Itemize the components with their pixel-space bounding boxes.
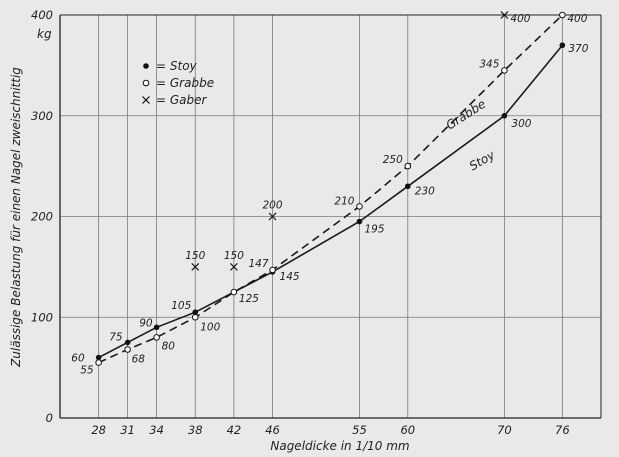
x-tick-label: 60	[400, 423, 415, 437]
labels: 60 75 90 105 125 145 195 230 300 370 55 68 80 100 147 2…	[71, 13, 588, 377]
data-label-stoy: 230	[415, 185, 435, 197]
x-tick-label: 55	[352, 423, 367, 437]
legend-label-grabbe: = Grabbe	[156, 76, 214, 90]
data-label-stoy: 75	[109, 331, 123, 343]
data-label-stoy: 105	[171, 300, 191, 312]
legend-marker-grabbe	[142, 79, 150, 87]
data-label-gaber: 150	[185, 250, 205, 262]
point-stoy	[404, 183, 411, 190]
point-grabbe	[191, 313, 199, 321]
data-label-gaber: 400	[510, 13, 530, 25]
series-line-stoy	[98, 44, 564, 359]
point-gaber	[500, 11, 509, 19]
point-grabbe	[559, 11, 566, 19]
legend-marker-gaber	[142, 96, 150, 104]
legend-label-stoy: = Stoy	[156, 59, 198, 73]
point-stoy	[192, 309, 199, 316]
data-label-stoy: 300	[511, 118, 531, 130]
data-label-stoy: 370	[568, 43, 588, 55]
point-grabbe	[95, 359, 102, 366]
data-label-stoy: 60	[71, 353, 85, 365]
data-label-gaber: 150	[224, 250, 244, 262]
series	[98, 14, 564, 364]
point-grabbe	[356, 203, 363, 210]
point-stoy	[559, 42, 566, 49]
y-tick-label: 300	[31, 109, 53, 123]
data-label-gaber: 200	[263, 200, 283, 212]
cross-stroke	[500, 11, 509, 19]
point-grabbe	[269, 266, 276, 274]
x-tick-label: 46	[265, 423, 280, 437]
point-stoy	[124, 339, 131, 346]
y-tick-label: 200	[31, 210, 53, 224]
series-line-grabbe	[98, 14, 563, 364]
data-label-stoy: 125	[239, 293, 259, 305]
data-label-grabbe: 68	[132, 353, 146, 365]
data-label-stoy: 195	[364, 224, 384, 236]
point-gaber	[229, 262, 238, 271]
x-tick-label: 38	[188, 423, 203, 437]
x-tick-label: 76	[555, 423, 570, 437]
cross-stroke	[142, 96, 150, 104]
cross-stroke	[191, 262, 200, 271]
data-label-grabbe: 250	[383, 154, 403, 166]
data-label-stoy: 145	[280, 271, 300, 283]
data-label-grabbe: 147	[248, 258, 268, 270]
x-tick-label: 34	[149, 423, 164, 437]
y-tick-label: 100	[31, 310, 53, 324]
data-label-grabbe: 400	[567, 13, 587, 25]
point-grabbe	[501, 67, 508, 74]
point-grabbe	[153, 334, 160, 341]
x-tick-label: 42	[227, 423, 242, 437]
point-stoy	[153, 324, 160, 331]
curve-label-stoy: Stoy	[467, 147, 498, 173]
x-tick-label: 70	[497, 423, 512, 437]
points	[95, 11, 566, 366]
cross-stroke	[229, 262, 238, 271]
legend: = Stoy = Grabbe = Gaber	[156, 59, 214, 107]
point-stoy	[356, 218, 363, 225]
curve-label-grabbe: Grabbe	[443, 97, 488, 133]
point-stoy	[95, 354, 102, 361]
legend-label-gaber: = Gaber	[156, 93, 208, 107]
data-label-grabbe: 100	[200, 321, 220, 333]
data-label-grabbe: 80	[162, 340, 176, 352]
point-grabbe	[124, 346, 131, 353]
data-label-grabbe: 345	[479, 58, 499, 70]
x-tick-label: 31	[120, 423, 135, 437]
cross-stroke	[268, 212, 277, 221]
point-gaber	[191, 262, 200, 271]
data-label-grabbe: 55	[80, 365, 94, 377]
data-label-stoy: 90	[139, 317, 153, 329]
legend-marker-stoy	[143, 63, 149, 69]
y-unit-label: kg	[37, 27, 52, 41]
point-grabbe	[404, 162, 412, 170]
x-axis-label: Nageldicke in 1/10 mm	[270, 439, 409, 453]
y-tick-label: 400	[31, 8, 53, 22]
point-grabbe	[230, 288, 238, 296]
point-gaber	[268, 212, 277, 221]
y-axis-label: Zulässige Belastung für einen Nagel zwei…	[9, 67, 23, 368]
data-label-grabbe: 210	[334, 195, 354, 207]
point-stoy	[501, 112, 508, 119]
x-tick-label: 28	[91, 423, 106, 437]
y-tick-label: 0	[46, 411, 53, 425]
